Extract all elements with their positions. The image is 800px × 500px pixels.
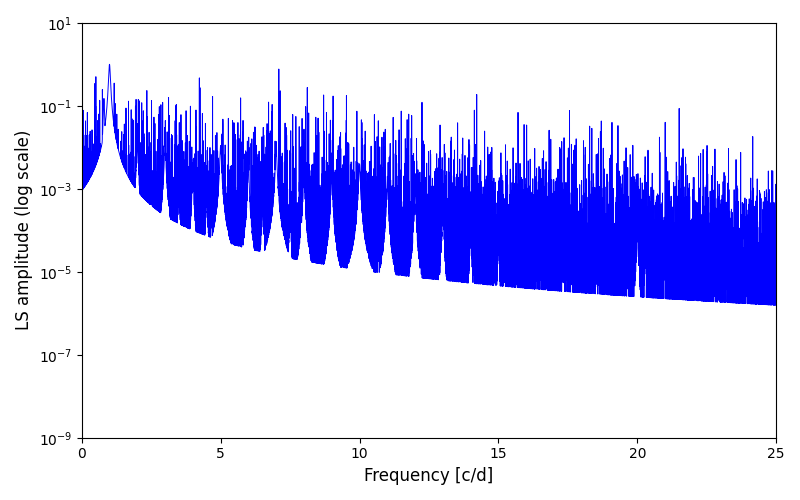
X-axis label: Frequency [c/d]: Frequency [c/d] <box>364 467 494 485</box>
Y-axis label: LS amplitude (log scale): LS amplitude (log scale) <box>15 130 33 330</box>
